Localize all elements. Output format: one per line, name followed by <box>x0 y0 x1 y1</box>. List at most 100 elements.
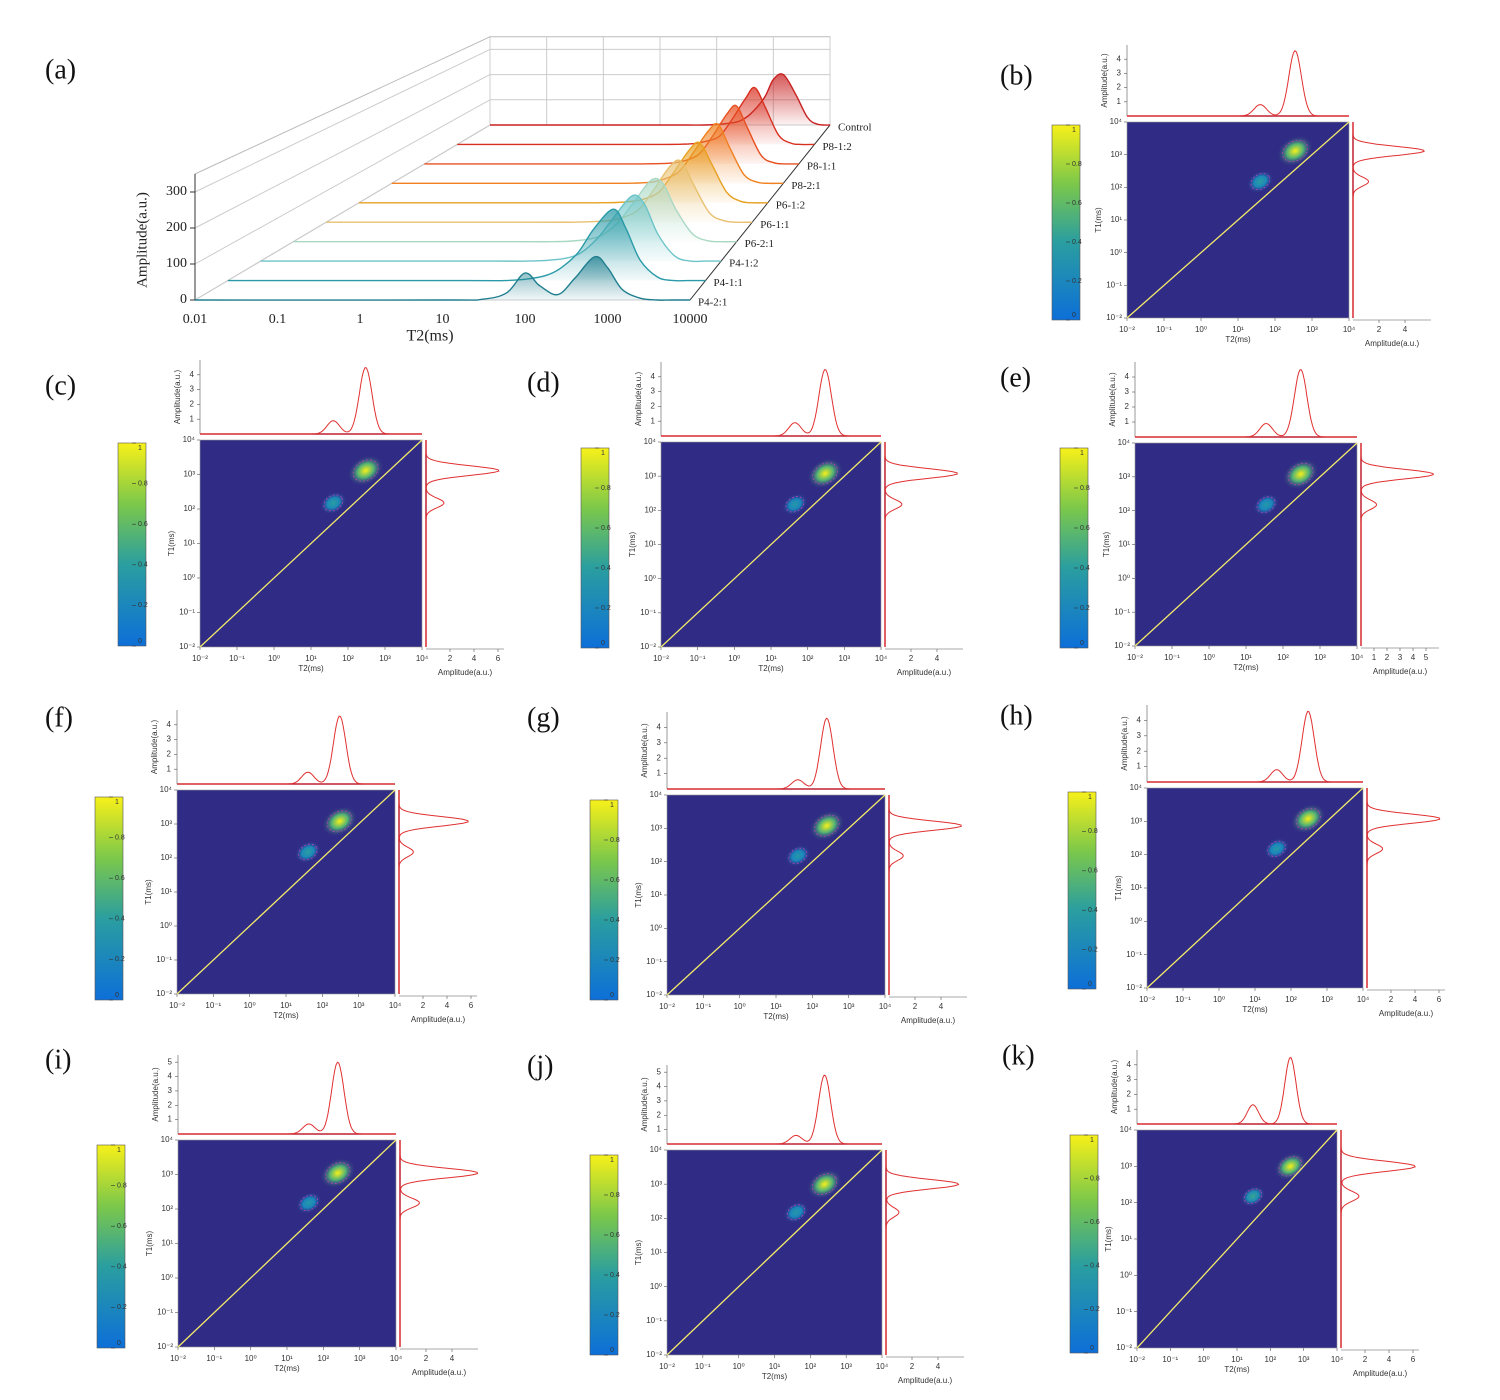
x-tick-label: 10⁻¹ <box>1162 1355 1178 1364</box>
series-area <box>227 209 706 281</box>
y-tick-label: 10³ <box>650 1179 662 1188</box>
colorbar-tick-label: 0.6 <box>1090 1219 1100 1226</box>
x-tick-label: 10² <box>317 1001 329 1010</box>
x-axis-label: T2(ms) <box>763 1012 789 1021</box>
peak-contour <box>323 494 344 512</box>
series-label: P8-2:1 <box>791 180 820 192</box>
map-layer <box>784 810 845 868</box>
y-tick-label: 10² <box>1120 1198 1132 1207</box>
right-tick-label: 2 <box>910 1362 915 1371</box>
x-axis-label: T2(ms) <box>762 1372 788 1381</box>
colorbar-tick-label: 1 <box>610 1157 614 1164</box>
y-tick-label: 10⁻² <box>646 1350 662 1359</box>
colorbar-tick-label: 0.2 <box>610 1312 620 1319</box>
x-tick-label: 10³ <box>843 1002 855 1011</box>
colorbar-tick-label: 1 <box>610 802 614 809</box>
right-tick-label: 4 <box>936 1362 941 1371</box>
t1-spectrum <box>885 1150 960 1355</box>
y-tick-label: 10¹ <box>1130 883 1142 892</box>
colorbar-tick-label: 0.8 <box>1080 485 1090 492</box>
right-axis-label: Amplitude(a.u.) <box>898 1376 953 1385</box>
diagonal <box>660 441 882 648</box>
colorbar-tick-label: 0.8 <box>138 480 148 487</box>
right-tick-label: 4 <box>445 1001 450 1010</box>
top-tick-label: 2 <box>1117 83 1122 92</box>
y-tick-label: 10⁴ <box>1130 783 1143 792</box>
y-axis-label: T1(ms) <box>628 532 637 558</box>
right-tick-label: 4 <box>935 654 940 663</box>
y-axis-label: T1(ms) <box>1104 1226 1113 1252</box>
right-tick-label: 2 <box>1377 325 1382 334</box>
x-tick-label: 10⁻² <box>1139 995 1155 1004</box>
x-tick-label: 10⁴ <box>879 1002 892 1011</box>
right-tick-label: 4 <box>1387 1355 1392 1364</box>
colorbar-tick-label: 0.6 <box>610 1232 620 1239</box>
x-tick-label: 10¹ <box>765 654 777 663</box>
series-label: P8-1:2 <box>822 141 851 153</box>
right-tick-label: 4 <box>1411 653 1416 662</box>
peak-contour <box>1282 139 1309 163</box>
x-tick-label: 10³ <box>353 1001 365 1010</box>
colorbar-tick-label: 0 <box>1072 312 1076 319</box>
panel-label: (h) <box>1000 700 1033 731</box>
map-peak <box>294 840 322 864</box>
colorbar-tick-label: 0.2 <box>1088 946 1098 953</box>
top-tick-label: 1 <box>657 769 662 778</box>
top-tick-label: 4 <box>657 1082 662 1091</box>
x-axis-label: T2(ms) <box>298 664 324 673</box>
colorbar-tick-label: 0.2 <box>117 1304 127 1311</box>
map-peak <box>1273 1152 1307 1181</box>
y-axis-label: T1(ms) <box>144 879 153 905</box>
peak-contour <box>788 847 808 864</box>
x-tick-label: 10² <box>1265 1355 1277 1364</box>
y-tick-label: 10⁻² <box>179 642 195 651</box>
peak-contour <box>299 1194 319 1211</box>
right-tick-label: 5 <box>1424 653 1429 662</box>
y-tick-label: 10² <box>160 853 172 862</box>
x-tick-label: 10² <box>318 1354 330 1363</box>
map-layer <box>781 457 844 516</box>
panel-label: (g) <box>527 702 560 733</box>
peak-contour <box>814 814 840 837</box>
x-tick-label: 10⁰ <box>1198 1355 1210 1364</box>
top-tick-label: 3 <box>168 1086 173 1095</box>
y-tick-label: 10³ <box>644 471 656 480</box>
x-tick-label: 10² <box>1277 653 1289 662</box>
x-tick-label: 10⁴ <box>875 654 888 663</box>
y-axis-label: T1(ms) <box>634 1240 643 1266</box>
map-peak <box>319 491 348 515</box>
colorbar-tick-label: 0 <box>610 992 614 999</box>
top-tick-label: 1 <box>1127 1104 1132 1113</box>
top-tick-label: 4 <box>651 372 656 381</box>
x-tick-label: 10¹ <box>281 1354 293 1363</box>
y-tick-label: 10² <box>1118 506 1130 515</box>
x-tick-label: 10³ <box>354 1354 366 1363</box>
top-tick-label: 1 <box>657 1125 662 1134</box>
colorbar <box>117 442 147 647</box>
t1-spectrum <box>399 1140 479 1347</box>
right-axis-label: Amplitude(a.u.) <box>1373 667 1428 676</box>
colorbar-tick-label: 0 <box>138 638 142 645</box>
top-tick-label: 2 <box>1137 746 1142 755</box>
top-axis-label: Amplitude(a.u.) <box>150 720 159 775</box>
top-tick-label: 2 <box>190 400 195 409</box>
top-tick-label: 2 <box>167 750 172 759</box>
map-peak <box>1263 837 1290 860</box>
panel-label: (e) <box>1000 362 1031 393</box>
diagonal <box>666 1149 883 1356</box>
y-tick-label: 10² <box>183 504 195 513</box>
colorbar <box>1067 791 1097 990</box>
panel-label: (j) <box>527 1050 553 1081</box>
top-tick-label: 3 <box>657 738 662 747</box>
peak-contour <box>1295 807 1321 830</box>
colorbar <box>580 447 610 649</box>
right-tick-label: 4 <box>1403 325 1408 334</box>
diagonal <box>666 794 886 996</box>
y-tick-label: 10⁻² <box>1106 313 1122 322</box>
panel-label: (a) <box>45 54 76 85</box>
map-peak <box>321 805 358 837</box>
colorbar-tick-label: 1 <box>1088 794 1092 801</box>
x-tick-label: 10¹ <box>1232 325 1244 334</box>
x-tick-label: 10³ <box>1306 325 1318 334</box>
